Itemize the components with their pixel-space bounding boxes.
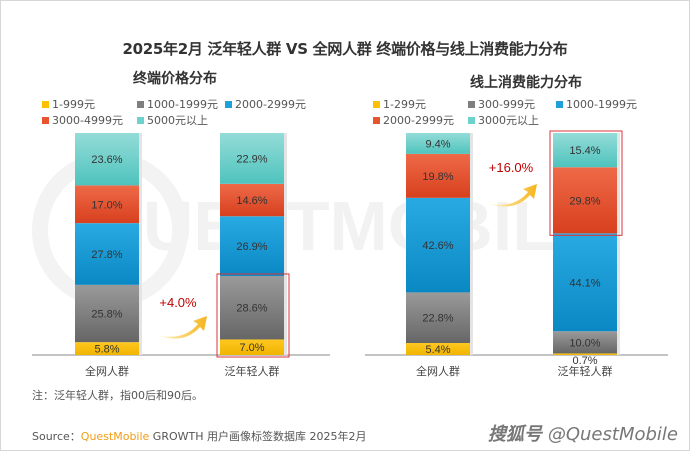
legend-swatch-icon bbox=[556, 100, 563, 108]
bar-segment-blue bbox=[406, 197, 470, 293]
category-label: 全网人群 bbox=[416, 364, 460, 378]
bar-segment-yellow bbox=[553, 353, 617, 355]
data-label: 26.9% bbox=[236, 241, 267, 253]
legend-swatch-icon bbox=[468, 100, 475, 108]
data-label: 5.4% bbox=[425, 344, 450, 356]
data-label: 15.4% bbox=[569, 145, 600, 157]
legend-item: 1000-1999元 bbox=[556, 96, 637, 112]
bar-segment-red bbox=[220, 183, 284, 217]
source-line: Source：QuestMobile GROWTH 用户画像标签数据库 2025… bbox=[32, 428, 367, 444]
data-label: 42.6% bbox=[422, 240, 453, 252]
watermark-text: @QuestMobile bbox=[547, 424, 678, 445]
legend-item: 3000元以上 bbox=[468, 112, 539, 128]
data-label: 7.0% bbox=[239, 342, 264, 354]
bar-segment-gray bbox=[406, 292, 470, 344]
chart-2-title: 线上消费能力分布 bbox=[470, 75, 582, 91]
legend-swatch-icon bbox=[137, 116, 144, 124]
bar-segment-yellow bbox=[406, 343, 470, 355]
highlight-box bbox=[216, 273, 290, 358]
legend-label: 1000-1999元 bbox=[566, 98, 637, 111]
legend-item: 5000元以上 bbox=[137, 112, 208, 128]
delta-annotation: +4.0% bbox=[159, 295, 197, 310]
legend-item: 2000-2999元 bbox=[373, 112, 454, 128]
legend-item: 3000-4999元 bbox=[42, 112, 123, 128]
legend-swatch-icon bbox=[373, 100, 380, 108]
delta-annotation: +16.0% bbox=[489, 160, 534, 175]
source-prefix: Source： bbox=[32, 430, 81, 443]
bar-segment-teal bbox=[406, 133, 470, 154]
data-label: 22.8% bbox=[422, 313, 453, 325]
bar-segment-gray bbox=[553, 331, 617, 354]
legend-label: 1000-1999元 bbox=[147, 98, 218, 111]
data-label: 9.4% bbox=[425, 138, 450, 150]
data-label: 22.9% bbox=[236, 153, 267, 165]
legend-swatch-icon bbox=[42, 116, 49, 124]
bar-segment-red bbox=[75, 185, 139, 224]
watermark: 搜狐号 @QuestMobile bbox=[488, 420, 678, 446]
bar-segment-yellow bbox=[220, 339, 284, 355]
data-label: 44.1% bbox=[569, 277, 600, 289]
bar-segment-gray bbox=[220, 275, 284, 340]
legend-label: 1-999元 bbox=[52, 98, 95, 111]
legend-label: 3000-4999元 bbox=[52, 114, 123, 127]
highlight-box bbox=[549, 130, 623, 236]
legend-label: 300-999元 bbox=[478, 98, 535, 111]
legend-label: 3000元以上 bbox=[478, 114, 539, 127]
bar-segment-blue bbox=[75, 223, 139, 285]
bar-segment-teal bbox=[220, 133, 284, 184]
bar-segment-yellow bbox=[75, 342, 139, 355]
legend-item: 2000-2999元 bbox=[225, 96, 306, 112]
data-label: 10.0% bbox=[569, 337, 600, 349]
data-label: 0.7% bbox=[572, 355, 597, 367]
legend-swatch-icon bbox=[373, 116, 380, 124]
legend-item: 1000-1999元 bbox=[137, 96, 218, 112]
legend-label: 5000元以上 bbox=[147, 114, 208, 127]
bar-segment-teal bbox=[553, 133, 617, 168]
category-label: 全网人群 bbox=[85, 364, 129, 378]
legend-swatch-icon bbox=[468, 116, 475, 124]
data-label: 28.6% bbox=[236, 303, 267, 315]
sohu-logo-icon: 搜狐号 bbox=[487, 424, 542, 445]
legend-label: 2000-2999元 bbox=[383, 114, 454, 127]
legend-item: 1-299元 bbox=[373, 96, 426, 112]
data-label: 29.8% bbox=[569, 195, 600, 207]
bar-segment-red bbox=[553, 167, 617, 234]
data-label: 14.6% bbox=[236, 195, 267, 207]
legend-swatch-icon bbox=[137, 100, 144, 108]
data-label: 23.6% bbox=[91, 154, 122, 166]
bar-segment-red bbox=[406, 153, 470, 198]
legend-label: 1-299元 bbox=[383, 98, 426, 111]
data-label: 25.8% bbox=[91, 308, 122, 320]
source-brand: QuestMobile bbox=[80, 430, 150, 443]
chart-1-title: 终端价格分布 bbox=[133, 71, 217, 87]
data-label: 19.8% bbox=[422, 171, 453, 183]
bar-segment-blue bbox=[553, 233, 617, 332]
footnote: 注：泛年轻人群，指00后和90后。 bbox=[32, 389, 203, 402]
bar-segment-gray bbox=[75, 284, 139, 343]
data-label: 5.8% bbox=[94, 344, 119, 356]
category-label: 泛年轻人群 bbox=[225, 364, 280, 378]
legend-swatch-icon bbox=[42, 100, 49, 108]
trend-arrow-icon bbox=[160, 316, 207, 339]
data-label: 17.0% bbox=[91, 199, 122, 211]
category-label: 泛年轻人群 bbox=[558, 364, 613, 378]
source-rest: GROWTH 用户画像标签数据库 2025年2月 bbox=[149, 430, 367, 443]
data-label: 27.8% bbox=[91, 249, 122, 261]
legend-item: 1-999元 bbox=[42, 96, 95, 112]
legend-swatch-icon bbox=[225, 100, 232, 108]
bar-segment-blue bbox=[220, 216, 284, 276]
main-title: 2025年2月 泛年轻人群 VS 全网人群 终端价格与线上消费能力分布 bbox=[122, 40, 568, 58]
trend-arrow-icon bbox=[490, 184, 537, 207]
legend-item: 300-999元 bbox=[468, 96, 535, 112]
bar-segment-teal bbox=[75, 133, 139, 186]
legend-label: 2000-2999元 bbox=[235, 98, 306, 111]
